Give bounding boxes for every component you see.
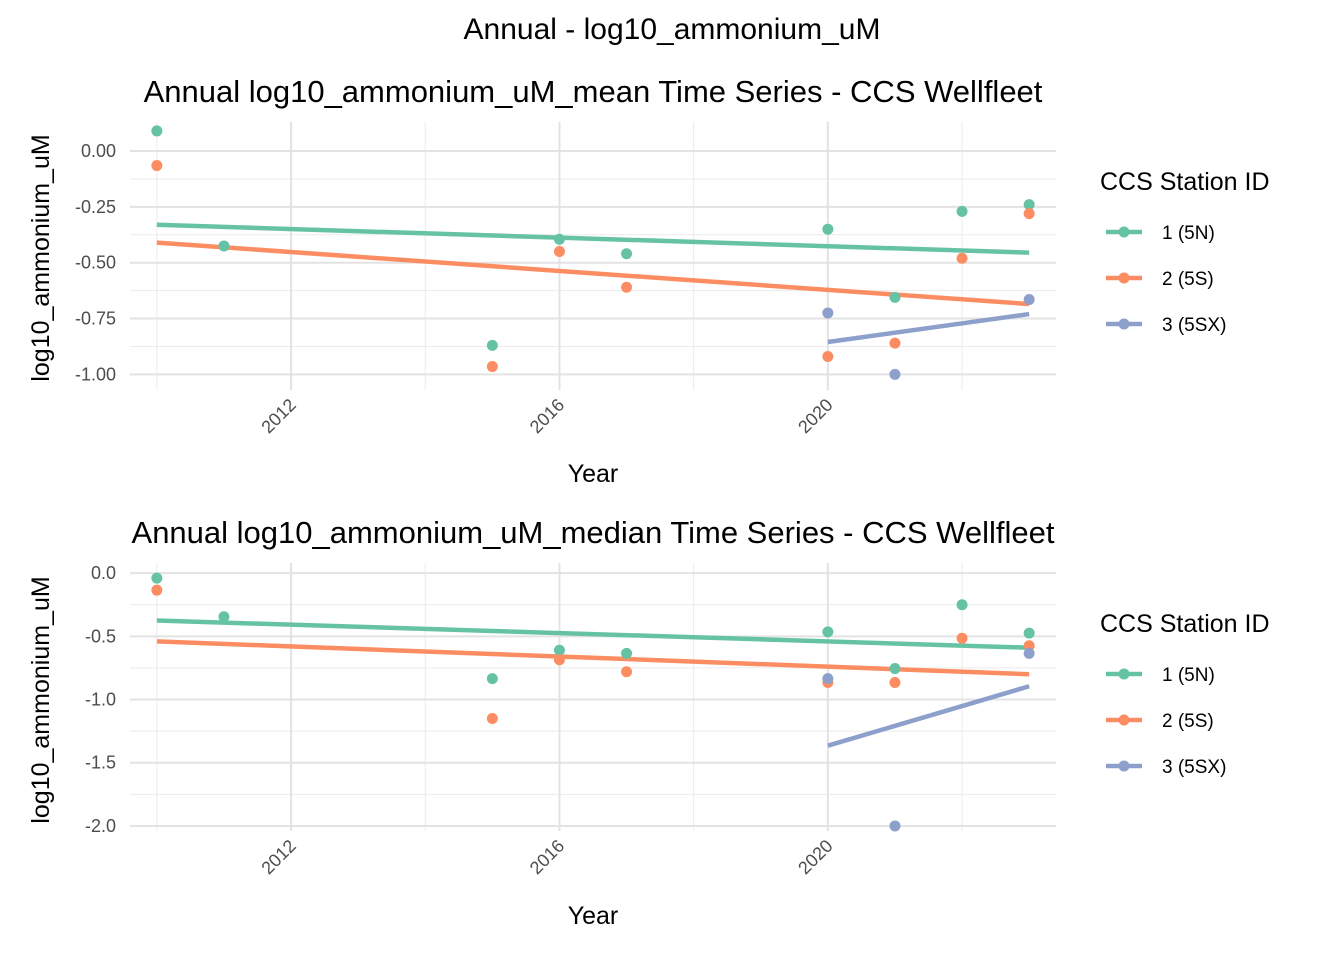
median-data-point-2-5s (889, 676, 901, 688)
mean-data-point-1-5n (822, 223, 834, 235)
median-data-point-1-5n (822, 626, 834, 638)
mean-data-point-1-5n (1023, 199, 1035, 211)
median-legend: CCS Station ID 1 (5N) 2 (5S) 3 (5SX) (1100, 610, 1270, 778)
mean-data-point-3-5sx (822, 307, 834, 319)
mean-data-point-3-5sx (1023, 294, 1035, 306)
median-data-point-2-5s (621, 666, 633, 678)
median-y-tick-label: -2.0 (85, 816, 116, 836)
mean-data-point-2-5s (889, 337, 901, 349)
median-y-axis-label: log10_ammonium_uM (27, 576, 55, 823)
median-y-tick-label: 0.0 (91, 563, 116, 583)
median-trend-line-3-5sx (827, 684, 1030, 748)
mean-y-tick-label: -0.50 (75, 253, 116, 273)
median-x-axis-label: Year (568, 902, 619, 930)
mean-data-point-2-5s (621, 281, 633, 293)
mean-legend-item: 1 (5N) (1106, 223, 1215, 244)
mean-x-axis-label: Year (568, 460, 619, 488)
mean-y-tick-label: -0.25 (75, 197, 116, 217)
median-y-tick-label: -0.5 (85, 626, 116, 646)
median-legend-label: 1 (5N) (1162, 665, 1215, 686)
median-x-tick-label: 2020 (794, 836, 836, 878)
median-x-tick-label: 2016 (526, 836, 568, 878)
mean-trend-line-3-5sx (827, 311, 1030, 345)
mean-legend: CCS Station ID 1 (5N) 2 (5S) 3 (5SX) (1100, 168, 1270, 336)
median-data-point-1-5n (621, 647, 633, 659)
mean-legend-item: 3 (5SX) (1106, 315, 1226, 336)
median-x-tick-label: 2012 (257, 836, 299, 878)
median-legend-label: 3 (5SX) (1162, 757, 1226, 778)
median-legend-item: 1 (5N) (1106, 665, 1215, 686)
median-data-point-1-5n (1023, 627, 1035, 639)
mean-data-point-2-5s (553, 246, 565, 258)
median-legend-title: CCS Station ID (1100, 610, 1270, 638)
median-data-point-1-5n (553, 644, 565, 656)
median-trend-line-2-5s (156, 639, 1030, 677)
median-data-point-2-5s (1023, 640, 1035, 652)
median-data-point-1-5n (956, 599, 968, 611)
mean-data-point-1-5n (486, 339, 498, 351)
mean-trend-line-1-5n (156, 222, 1030, 255)
median-legend-key-point (1118, 760, 1130, 772)
median-legend-item: 3 (5SX) (1106, 757, 1226, 778)
median-y-tick-label: -1.0 (85, 690, 116, 710)
median-legend-item: 2 (5S) (1106, 711, 1214, 732)
median-data-point-1-5n (486, 673, 498, 685)
mean-y-tick-label: -1.00 (75, 364, 116, 384)
median-data-point-2-5s (486, 712, 498, 724)
mean-legend-label: 2 (5S) (1162, 269, 1214, 290)
mean-data-point-2-5s (486, 361, 498, 373)
mean-legend-label: 3 (5SX) (1162, 315, 1226, 336)
mean-legend-key-point (1118, 318, 1130, 330)
mean-legend-key-point (1118, 226, 1130, 238)
mean-panel: Annual log10_ammonium_uM_mean Time Serie… (27, 74, 1270, 488)
mean-data-point-1-5n (956, 205, 968, 217)
median-legend-key-point (1118, 714, 1130, 726)
mean-y-axis-label: log10_ammonium_uM (27, 134, 55, 381)
mean-x-tick-label: 2020 (794, 395, 836, 437)
median-data-point-3-5sx (822, 673, 834, 685)
median-data-point-2-5s (956, 632, 968, 644)
mean-trend-line-2-5s (156, 240, 1030, 307)
mean-data-point-2-5s (956, 252, 968, 264)
median-data-point-3-5sx (889, 820, 901, 832)
mean-data-point-2-5s (151, 160, 163, 172)
mean-data-point-1-5n (218, 240, 230, 252)
mean-data-point-1-5n (889, 291, 901, 303)
median-legend-key-point (1118, 668, 1130, 680)
mean-x-tick-label: 2016 (526, 395, 568, 437)
mean-data-point-2-5s (1023, 208, 1035, 220)
median-legend-label: 2 (5S) (1162, 711, 1214, 732)
mean-x-tick-label: 2012 (257, 395, 299, 437)
figure-title: Annual - log10_ammonium_uM (464, 13, 881, 46)
mean-data-point-3-5sx (889, 368, 901, 380)
mean-data-point-2-5s (822, 351, 834, 362)
median-panel: Annual log10_ammonium_uM_median Time Ser… (27, 515, 1270, 930)
mean-legend-item: 2 (5S) (1106, 269, 1214, 290)
median-y-tick-label: -1.5 (85, 753, 116, 773)
mean-panel-title: Annual log10_ammonium_uM_mean Time Serie… (144, 74, 1043, 109)
mean-data-point-1-5n (621, 248, 633, 260)
mean-data-point-1-5n (553, 233, 565, 245)
mean-legend-label: 1 (5N) (1162, 223, 1215, 244)
median-data-point-2-5s (553, 654, 565, 666)
mean-legend-key-point (1118, 272, 1130, 284)
mean-y-tick-label: 0.00 (81, 141, 116, 161)
mean-legend-title: CCS Station ID (1100, 168, 1270, 196)
median-data-point-1-5n (151, 572, 163, 584)
median-data-point-2-5s (151, 584, 163, 596)
median-data-point-1-5n (218, 611, 230, 623)
mean-data-point-1-5n (151, 125, 163, 137)
median-panel-title: Annual log10_ammonium_uM_median Time Ser… (132, 515, 1055, 550)
median-trend-line-1-5n (156, 618, 1030, 650)
mean-y-tick-label: -0.75 (75, 309, 116, 329)
median-data-point-1-5n (889, 663, 901, 675)
median-data-point-3-5sx (1023, 647, 1035, 659)
